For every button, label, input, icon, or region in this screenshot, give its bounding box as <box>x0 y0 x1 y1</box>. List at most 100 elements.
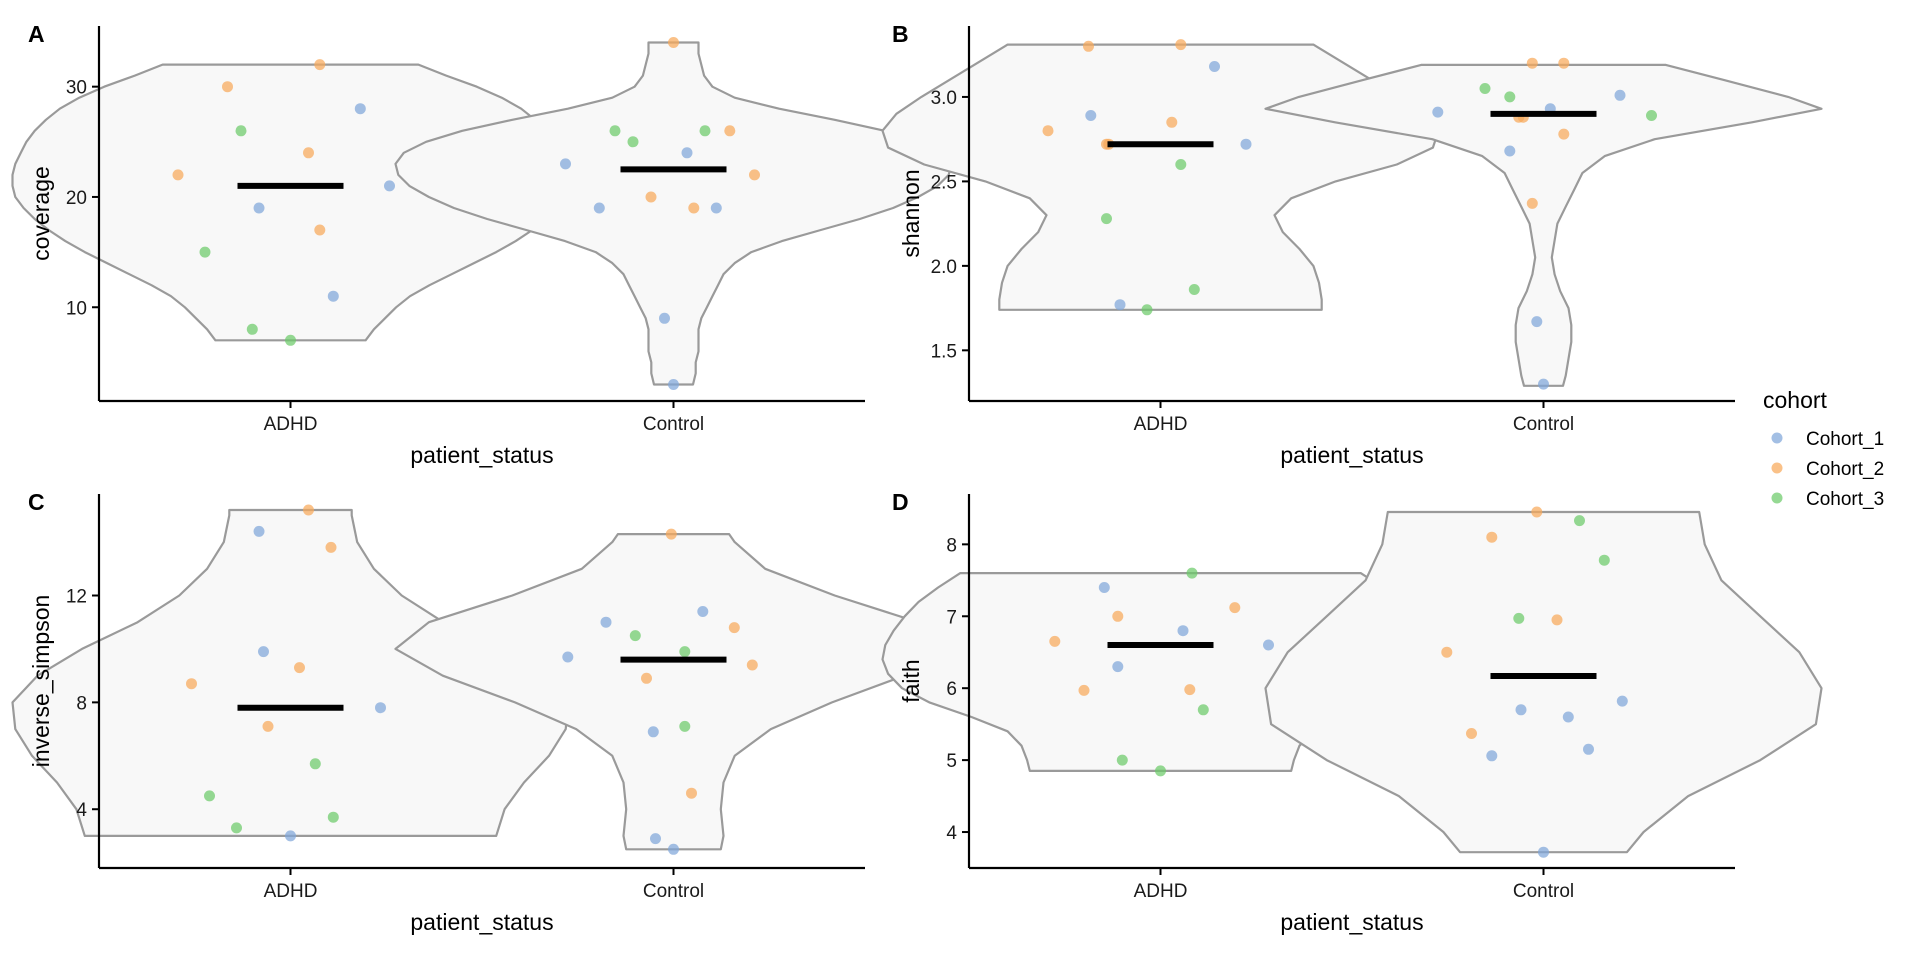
legend-item-cohort-2: Cohort_2 <box>1771 459 1884 480</box>
y-tick-label: 4 <box>76 800 87 821</box>
y-axis-title: faith <box>898 659 924 702</box>
data-point <box>1515 704 1527 716</box>
legend-swatch <box>1771 462 1783 474</box>
data-point <box>325 541 337 553</box>
panel-tag: D <box>892 489 909 515</box>
data-point <box>562 651 574 663</box>
data-point <box>647 726 659 738</box>
data-point <box>1466 728 1477 739</box>
panel-tag: A <box>28 21 45 47</box>
data-point <box>314 224 326 236</box>
data-point <box>681 147 693 159</box>
data-point <box>235 125 247 137</box>
data-point <box>285 830 296 842</box>
data-point <box>728 622 740 634</box>
data-point <box>688 202 700 214</box>
data-point <box>309 758 321 770</box>
data-point <box>627 136 639 148</box>
data-point <box>285 334 296 346</box>
data-point <box>1112 661 1124 673</box>
x-tick-label: ADHD <box>264 881 318 902</box>
data-point <box>384 180 395 192</box>
x-axis-title: patient_status <box>410 909 553 935</box>
data-point <box>303 504 314 516</box>
data-point <box>665 528 677 540</box>
panel-tag: B <box>892 21 909 47</box>
data-point <box>1085 110 1097 121</box>
data-point <box>1441 646 1453 658</box>
x-tick-label: ADHD <box>264 414 318 435</box>
data-point <box>1186 567 1198 579</box>
data-point <box>641 672 652 684</box>
data-point <box>1646 110 1657 121</box>
data-point <box>679 646 691 658</box>
data-point <box>1526 197 1538 209</box>
data-point <box>1486 531 1498 543</box>
data-point <box>1513 612 1525 624</box>
data-point <box>724 125 736 137</box>
data-point <box>1616 695 1628 707</box>
x-tick-label: Control <box>643 414 704 435</box>
data-point <box>1078 684 1090 696</box>
data-point <box>262 720 274 732</box>
data-point <box>645 191 657 203</box>
data-point <box>246 323 258 335</box>
data-point <box>172 169 184 181</box>
data-point <box>1531 316 1543 328</box>
data-point <box>1574 515 1585 527</box>
data-point <box>668 379 679 390</box>
x-tick-label: ADHD <box>1134 414 1188 435</box>
data-point <box>1101 213 1112 225</box>
data-point <box>1551 614 1563 626</box>
x-tick-label: Control <box>1513 414 1574 435</box>
legend-swatch <box>1771 492 1783 504</box>
y-tick-label: 8 <box>76 693 87 714</box>
data-point <box>303 147 314 159</box>
data-point <box>560 158 571 170</box>
data-point <box>1114 299 1126 311</box>
y-tick-label: 8 <box>946 535 957 556</box>
data-point <box>1155 765 1166 777</box>
data-point <box>314 59 326 71</box>
data-point <box>686 787 697 799</box>
y-tick-label: 3.0 <box>931 88 957 109</box>
panel-d: 4 5 6 7 8 ADHD Control patient_status faith D <box>881 489 1823 935</box>
data-point <box>650 833 661 845</box>
data-point <box>609 125 621 137</box>
data-point <box>1177 625 1189 637</box>
x-tick-label: Control <box>643 881 704 902</box>
data-point <box>1175 39 1187 51</box>
data-point <box>1184 684 1196 696</box>
data-point <box>1526 57 1538 69</box>
y-tick-label: 20 <box>66 188 87 209</box>
data-point <box>710 202 722 214</box>
data-point <box>253 525 265 537</box>
y-tick-label: 4 <box>946 823 957 844</box>
data-point <box>1531 506 1543 518</box>
x-tick-label: ADHD <box>1134 881 1188 902</box>
data-point <box>1486 750 1498 762</box>
legend: cohort Cohort_1 Cohort_2 Cohort_3 <box>1763 387 1884 510</box>
data-point <box>1558 57 1570 69</box>
y-axis-title: shannon <box>898 169 924 257</box>
data-point <box>1188 284 1200 295</box>
panel-a: 10 20 30 ADHD Control patient_status coverage A <box>11 21 953 468</box>
data-point <box>1197 704 1209 716</box>
data-point <box>1562 711 1574 723</box>
violin-control <box>394 533 953 851</box>
data-point <box>204 790 215 802</box>
data-point <box>1263 639 1274 651</box>
data-point <box>1083 40 1094 52</box>
y-tick-label: 5 <box>946 751 957 772</box>
x-axis-title: patient_status <box>410 442 553 468</box>
data-point <box>629 630 641 642</box>
data-point <box>199 246 211 258</box>
panel-b: 1.5 2.0 2.5 3.0 ADHD Control patient_status sha… <box>881 21 1823 468</box>
data-point <box>1166 116 1178 128</box>
data-point <box>1112 610 1124 622</box>
x-tick-label: Control <box>1513 881 1574 902</box>
data-point <box>1098 582 1110 593</box>
data-point <box>1229 602 1241 614</box>
data-point <box>253 202 265 214</box>
panel-c: 4 8 12 ADHD Control patient_status inverse_sim… <box>11 489 953 935</box>
